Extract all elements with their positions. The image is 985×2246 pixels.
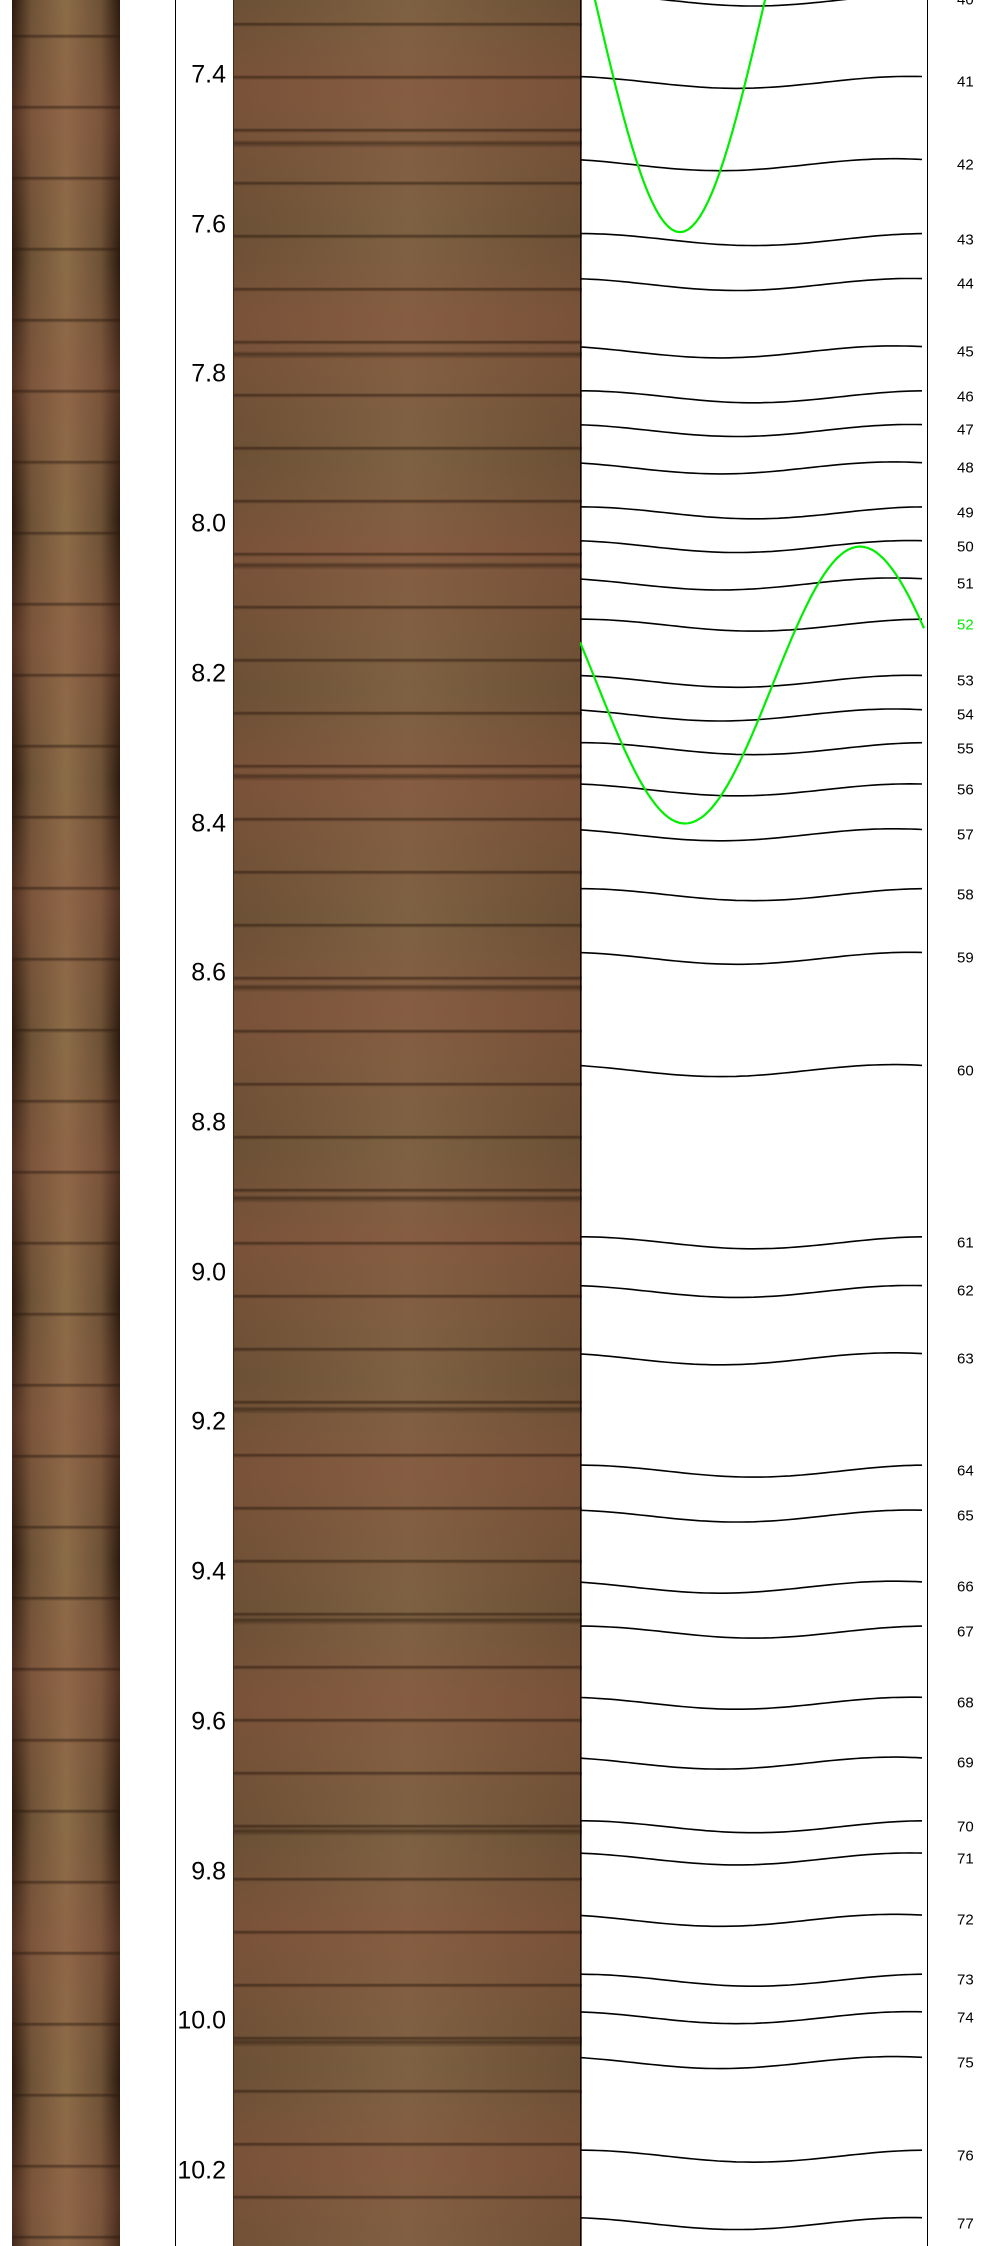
feature-trace-47[interactable]: [580, 423, 923, 438]
feature-number-71[interactable]: 71: [957, 1850, 974, 1868]
feature-number-60[interactable]: 60: [957, 1062, 974, 1080]
feature-trace-40[interactable]: [580, 0, 922, 7]
feature-number-77[interactable]: 77: [957, 2215, 974, 2233]
depth-label: 7.4: [191, 60, 226, 89]
depth-label: 9.0: [191, 1258, 226, 1287]
green-curve-lower[interactable]: [580, 545, 926, 825]
feature-number-column: 40 41 42 43 44 45 46 47 48 49 50 51 52 53 54 55 56 57 58 59…: [930, 0, 985, 2246]
feature-number-45[interactable]: 45: [957, 343, 974, 361]
feature-trace-61[interactable]: [580, 1236, 923, 1250]
feature-trace-66[interactable]: [580, 1580, 923, 1594]
feature-number-44[interactable]: 44: [957, 275, 974, 293]
feature-trace-55[interactable]: [580, 741, 923, 756]
depth-label: 8.6: [191, 958, 226, 987]
feature-trace-48[interactable]: [580, 461, 923, 475]
feature-trace-43[interactable]: [580, 232, 923, 247]
feature-number-56[interactable]: 56: [957, 781, 974, 799]
feature-number-57[interactable]: 57: [957, 826, 974, 844]
depth-label: 9.2: [191, 1407, 226, 1436]
feature-trace-42[interactable]: [580, 157, 923, 172]
feature-trace-63[interactable]: [580, 1352, 923, 1366]
feature-number-53[interactable]: 53: [957, 672, 974, 690]
feature-trace-58[interactable]: [580, 887, 923, 902]
feature-number-42[interactable]: 42: [957, 156, 974, 174]
core-image-panel: [233, 0, 582, 2246]
feature-trace-53[interactable]: [580, 674, 923, 689]
feature-number-73[interactable]: 73: [957, 1971, 974, 1989]
feature-trace-75[interactable]: [580, 2055, 923, 2070]
feature-trace-72[interactable]: [580, 1913, 923, 1928]
feature-trace-59[interactable]: [580, 951, 923, 966]
feature-number-51[interactable]: 51: [957, 575, 974, 593]
feature-trace-panel: [580, 0, 928, 2246]
feature-trace-57[interactable]: [580, 828, 923, 842]
feature-trace-44[interactable]: [580, 277, 923, 292]
feature-number-48[interactable]: 48: [957, 459, 974, 477]
feature-number-69[interactable]: 69: [957, 1754, 974, 1772]
feature-number-65[interactable]: 65: [957, 1507, 974, 1525]
feature-number-68[interactable]: 68: [957, 1694, 974, 1712]
feature-number-40[interactable]: 40: [957, 0, 974, 9]
depth-label: 9.6: [191, 1707, 226, 1736]
feature-trace-41[interactable]: [580, 75, 923, 90]
feature-trace-71[interactable]: [580, 1852, 923, 1866]
feature-number-52[interactable]: 52: [957, 616, 974, 634]
feature-trace-74[interactable]: [580, 2010, 923, 2025]
feature-trace-76[interactable]: [580, 2149, 923, 2164]
feature-trace-69[interactable]: [580, 1756, 923, 1770]
feature-number-41[interactable]: 41: [957, 73, 974, 91]
feature-trace-70[interactable]: [580, 1819, 923, 1834]
feature-trace-67[interactable]: [580, 1625, 923, 1639]
feature-number-49[interactable]: 49: [957, 504, 974, 522]
feature-number-74[interactable]: 74: [957, 2009, 974, 2027]
core-unrolled-strip: [12, 0, 120, 2246]
feature-trace-52[interactable]: [580, 618, 923, 632]
feature-trace-68[interactable]: [580, 1696, 923, 1710]
feature-number-64[interactable]: 64: [957, 1462, 974, 1480]
feature-number-61[interactable]: 61: [957, 1234, 974, 1252]
feature-number-72[interactable]: 72: [957, 1911, 974, 1929]
feature-number-67[interactable]: 67: [957, 1623, 974, 1641]
depth-label: 9.4: [191, 1557, 226, 1586]
feature-number-55[interactable]: 55: [957, 740, 974, 758]
feature-number-70[interactable]: 70: [957, 1818, 974, 1836]
depth-track: 7.4 7.6 7.8 8.0 8.2 8.4 8.6 8.8 9.0 9.2 9.4 9.6 9.8 1…: [175, 0, 234, 2246]
feature-number-47[interactable]: 47: [957, 421, 974, 439]
depth-label: 8.0: [191, 509, 226, 538]
feature-number-63[interactable]: 63: [957, 1350, 974, 1368]
feature-trace-60[interactable]: [580, 1063, 923, 1078]
feature-trace-45[interactable]: [580, 345, 923, 359]
depth-label: 10.2: [177, 2156, 226, 2185]
feature-number-46[interactable]: 46: [957, 388, 974, 406]
depth-label: 7.6: [191, 210, 226, 239]
feature-trace-46[interactable]: [580, 390, 923, 404]
feature-trace-62[interactable]: [580, 1284, 923, 1299]
feature-trace-49[interactable]: [580, 506, 923, 520]
feature-trace-50[interactable]: [580, 539, 923, 554]
feature-number-59[interactable]: 59: [957, 949, 974, 967]
feature-trace-73[interactable]: [580, 1973, 923, 1987]
feature-number-76[interactable]: 76: [957, 2147, 974, 2165]
feature-number-62[interactable]: 62: [957, 1282, 974, 1300]
feature-trace-54[interactable]: [580, 708, 923, 722]
depth-label: 8.2: [191, 659, 226, 688]
depth-label: 8.8: [191, 1108, 226, 1137]
depth-label: 8.4: [191, 809, 226, 838]
feature-number-50[interactable]: 50: [957, 538, 974, 556]
depth-label: 7.8: [191, 359, 226, 388]
feature-number-54[interactable]: 54: [957, 706, 974, 724]
feature-trace-51[interactable]: [580, 577, 923, 591]
green-curve-upper[interactable]: [592, 0, 768, 234]
feature-trace-65[interactable]: [580, 1509, 923, 1523]
depth-label: 9.8: [191, 1857, 226, 1886]
feature-trace-56[interactable]: [580, 782, 923, 797]
feature-number-75[interactable]: 75: [957, 2054, 974, 2072]
feature-number-66[interactable]: 66: [957, 1578, 974, 1596]
depth-label: 10.0: [177, 2006, 226, 2035]
feature-number-58[interactable]: 58: [957, 886, 974, 904]
feature-number-43[interactable]: 43: [957, 231, 974, 249]
feature-trace-64[interactable]: [580, 1464, 922, 1478]
feature-trace-77[interactable]: [580, 2216, 923, 2231]
